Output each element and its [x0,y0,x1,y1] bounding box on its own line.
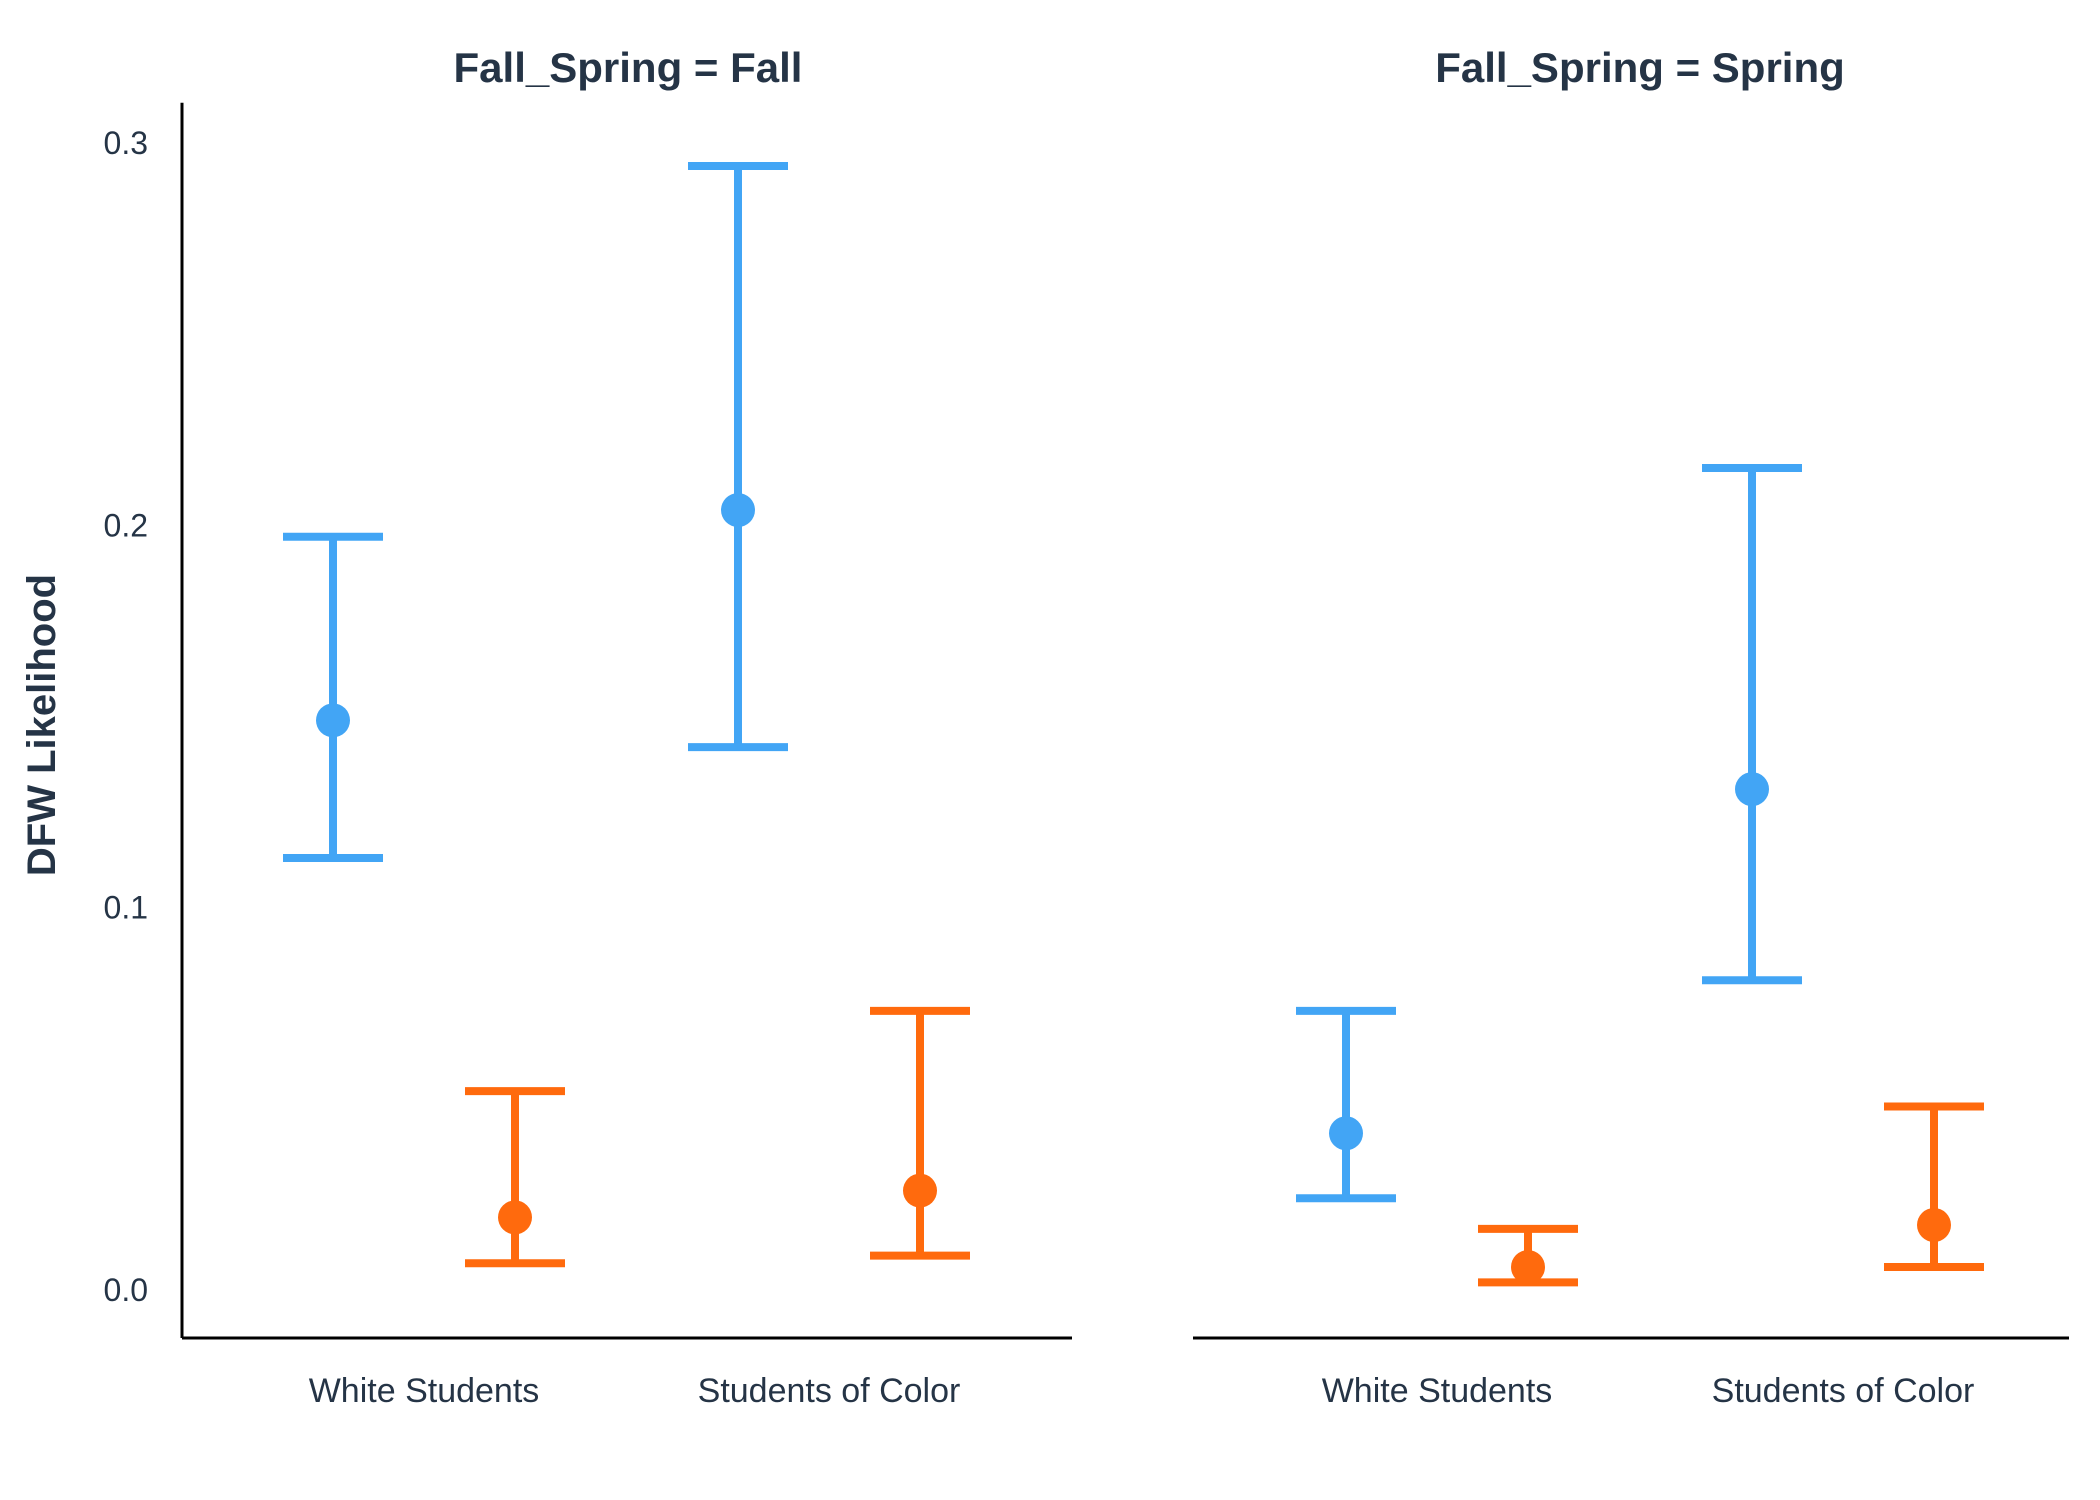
x-tick-label: White Students [1322,1372,1553,1410]
facet-title-fall: Fall_Spring = Fall [454,44,803,91]
plot-marks-fall [283,161,970,1268]
facet-panel-fall: Fall_Spring = Fall 0.0 0.1 0.2 0.3 White St… [104,44,1072,1410]
data-point [721,493,755,528]
y-tick-label: 0.0 [104,1272,148,1308]
x-axis-spring: White Students Students of Color [1193,1336,2069,1410]
facet-panel-spring: Fall_Spring = Spring White Students Stude… [1193,44,2069,1410]
error-bar-point [870,1006,970,1260]
y-axis: 0.0 0.1 0.2 0.3 [104,102,184,1338]
x-tick-label: White Students [309,1372,540,1410]
y-tick-label: 0.2 [104,507,148,543]
error-bar-point [1884,1102,1984,1272]
error-bar-point [1702,463,1802,985]
data-point [316,703,350,738]
x-axis-fall: White Students Students of Color [182,1336,1072,1410]
data-point [1329,1116,1363,1151]
facet-title-spring: Fall_Spring = Spring [1435,44,1845,91]
plot-marks-spring [1296,463,1984,1287]
error-bar-point [465,1087,565,1268]
data-point [498,1200,532,1235]
data-point [903,1173,937,1208]
error-bar-point [283,532,383,862]
x-tick-label: Students of Color [1712,1372,1975,1410]
error-bar-point [1296,1006,1396,1203]
error-bar-point [688,161,788,752]
data-point [1511,1250,1545,1285]
data-point [1917,1208,1951,1243]
y-tick-label: 0.1 [104,890,148,926]
y-axis-title: DFW Likelihood [20,574,64,876]
x-tick-label: Students of Color [698,1372,961,1410]
data-point [1735,772,1769,807]
error-bar-point [1478,1224,1578,1287]
y-tick-label: 0.3 [104,125,148,161]
